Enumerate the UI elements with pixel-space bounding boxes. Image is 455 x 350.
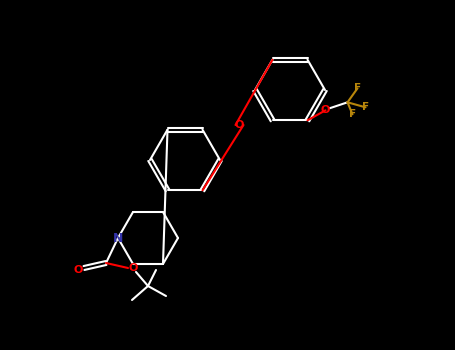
Text: F: F [354,83,361,93]
Text: O: O [128,263,138,273]
Text: O: O [321,105,330,115]
Text: O: O [73,265,83,275]
Text: F: F [362,102,369,112]
Text: N: N [113,231,123,245]
Text: O: O [235,120,244,130]
Text: F: F [349,109,356,119]
